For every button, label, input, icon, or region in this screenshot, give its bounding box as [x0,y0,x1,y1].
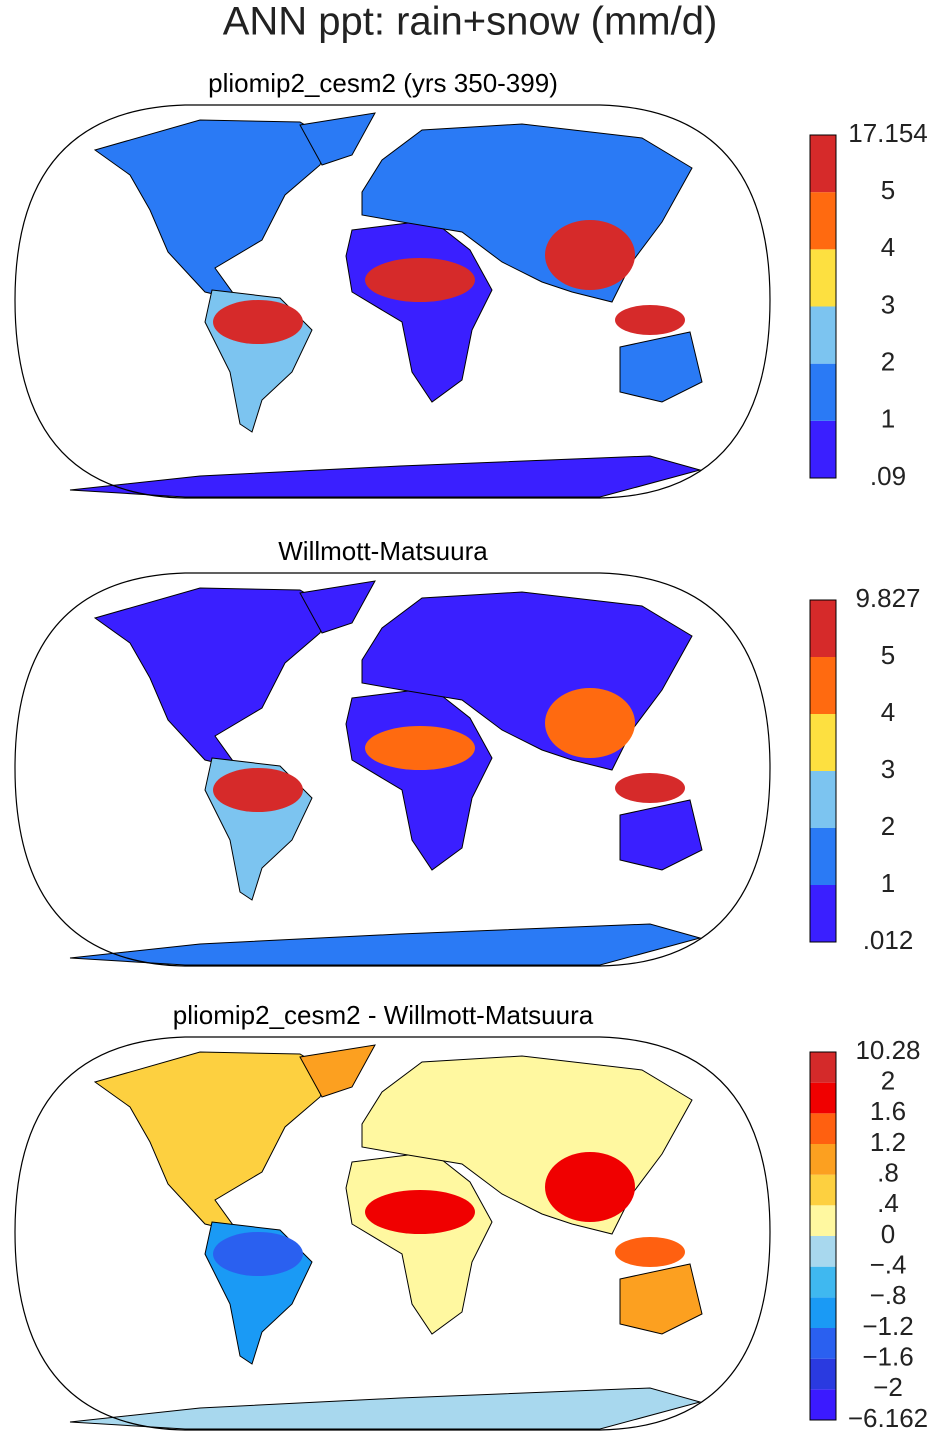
colorbar-label: .4 [877,1188,899,1218]
panel-title: pliomip2_cesm2 (yrs 350-399) [208,68,558,98]
colorbar-label: 4 [881,232,895,262]
colorbar-label: 2 [881,811,895,841]
region [615,773,685,803]
map [69,1044,703,1430]
land [93,1051,331,1233]
colorbar-label: .09 [870,461,906,491]
colorbar-label: 2 [881,1066,895,1096]
colorbar-cell [810,135,836,193]
colorbar-label: 4 [881,697,895,727]
colorbar-cell [810,1328,836,1359]
figure-title: ANN ppt: rain+snow (mm/d) [223,0,718,44]
colorbar-label: 9.827 [855,583,920,613]
land [619,331,703,403]
region [213,768,303,812]
land [619,1263,703,1335]
colorbar-cell [810,1174,836,1206]
colorbar-label: 1.6 [870,1096,906,1126]
colorbar-cell [810,1389,836,1420]
colorbar-frame [809,134,837,479]
land [345,687,493,871]
colorbar-cell [810,771,836,828]
colorbar-cell [810,1297,836,1328]
colorbar-label: 3 [881,754,895,784]
region [615,1237,685,1267]
map [69,112,703,498]
region [213,300,303,344]
colorbar-cell [810,1236,836,1267]
region [545,688,635,758]
colorbar-label: −1.2 [862,1311,913,1341]
region [213,1232,303,1276]
colorbar-label: 1 [881,868,895,898]
region [365,258,475,302]
land [93,587,331,769]
colorbar-cell [810,885,836,942]
colorbar-label: 1 [881,404,895,434]
colorbar-cell [810,657,836,714]
region [545,220,635,290]
colorbar-label: 1.2 [870,1127,906,1157]
colorbar-label: 5 [881,640,895,670]
colorbar-label: 2 [881,347,895,377]
region [365,1190,475,1234]
colorbar-label: .012 [863,925,914,955]
colorbar-label: 17.154 [848,118,928,148]
colorbar-cell [810,714,836,771]
region [545,1152,635,1222]
colorbar-cell [810,420,836,478]
colorbar-cell [810,1358,836,1390]
map-outline [14,104,771,499]
colorbar-cell [810,192,836,250]
colorbar-cell [810,363,836,421]
colorbar-cell [810,306,836,364]
map [69,580,703,966]
land [345,219,493,403]
region [365,726,475,770]
colorbar-cell [810,1113,836,1144]
colorbar-label: −.4 [870,1250,907,1280]
colorbar-label: 10.28 [855,1035,920,1065]
colorbar-label: 0 [881,1219,895,1249]
land [299,580,376,634]
land [93,119,331,301]
panel-title: pliomip2_cesm2 - Willmott-Matsuura [173,1000,594,1030]
land [69,1387,702,1430]
colorbar-cell [810,600,836,657]
colorbar-label: 3 [881,289,895,319]
land [69,923,702,966]
region [615,305,685,335]
land [69,455,702,498]
colorbar-frame [809,599,837,943]
map-outline [14,572,771,967]
colorbar-cell [810,1052,836,1083]
colorbar-label: −.8 [870,1280,907,1310]
colorbar-label: −6.162 [848,1403,928,1432]
colorbar-cell [810,828,836,885]
colorbar-label: −2 [873,1372,903,1402]
colorbar-label: .8 [877,1158,899,1188]
land [619,799,703,871]
colorbar-frame [809,1051,837,1421]
colorbar-label: −1.6 [862,1342,913,1372]
colorbar-cell [810,1144,836,1175]
land [345,1151,493,1335]
map-outline [14,1036,771,1431]
colorbar-cell [810,249,836,307]
colorbar-cell [810,1266,836,1298]
land [299,112,376,166]
panel-title: Willmott-Matsuura [278,536,488,566]
land [299,1044,376,1098]
colorbar-cell [810,1082,836,1114]
colorbar-label: 5 [881,175,895,205]
colorbar-cell [810,1205,836,1236]
